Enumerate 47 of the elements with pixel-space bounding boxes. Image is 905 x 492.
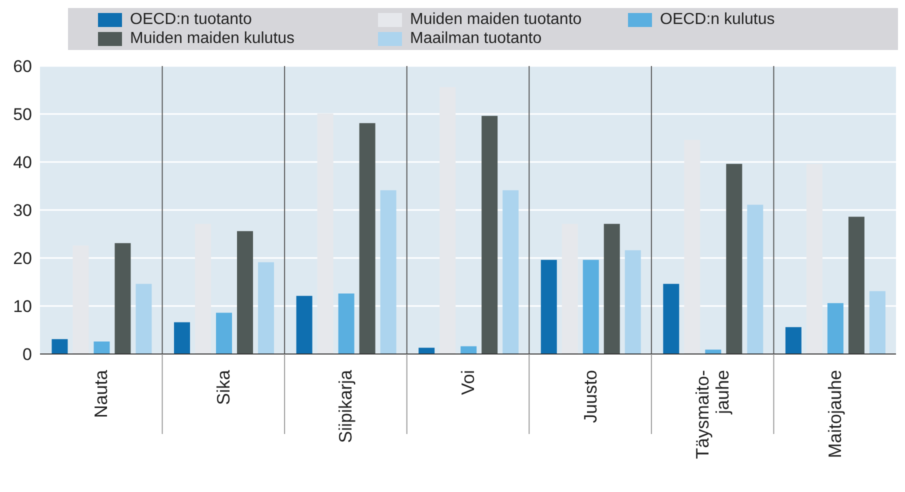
legend-label: OECD:n tuotanto (130, 10, 252, 29)
legend-label: OECD:n kulutus (660, 10, 775, 29)
bar (258, 262, 274, 354)
bar (869, 291, 886, 354)
bar (94, 342, 110, 354)
bar (216, 312, 232, 354)
bar (418, 348, 435, 354)
bar (848, 216, 864, 354)
bar (359, 123, 376, 354)
bar (827, 303, 844, 354)
x-tick-label: Sika (213, 369, 234, 406)
bar (136, 284, 152, 354)
legend-label: Muiden maiden kulutus (130, 29, 295, 48)
bar (604, 224, 620, 354)
y-tick-label: 10 (13, 297, 32, 316)
y-tick-label: 0 (22, 345, 32, 364)
bar (540, 260, 557, 354)
bar (705, 350, 722, 354)
bar (726, 164, 742, 354)
legend-label: Muiden maiden tuotanto (410, 10, 582, 29)
y-tick-label: 60 (13, 57, 32, 76)
x-tick-label: Maitojauhe (824, 370, 845, 458)
bar (747, 204, 764, 354)
y-tick-label: 40 (13, 153, 32, 172)
x-tick-label: Täysmaito- jauhe (692, 370, 733, 460)
bar (482, 116, 498, 354)
bar (114, 243, 131, 354)
x-tick-label: Nauta (91, 369, 112, 418)
bar (785, 327, 802, 354)
y-tick-label: 20 (13, 249, 32, 268)
bar (663, 284, 680, 354)
x-tick-label: Juusto (580, 370, 600, 424)
bar (237, 231, 254, 354)
bar (502, 190, 519, 354)
bar (582, 260, 599, 354)
x-tick-label: Voi (458, 370, 478, 396)
bar (174, 322, 190, 354)
bar (460, 346, 477, 354)
y-tick-label: 50 (13, 105, 32, 124)
bar (380, 190, 396, 354)
legend-label: Maailman tuotanto (410, 29, 542, 48)
x-tick-label: Siipikarja (336, 369, 356, 444)
bar (624, 250, 641, 354)
bar (338, 294, 354, 354)
y-tick-label: 30 (13, 201, 32, 220)
bar (296, 296, 312, 354)
bar (52, 339, 68, 354)
